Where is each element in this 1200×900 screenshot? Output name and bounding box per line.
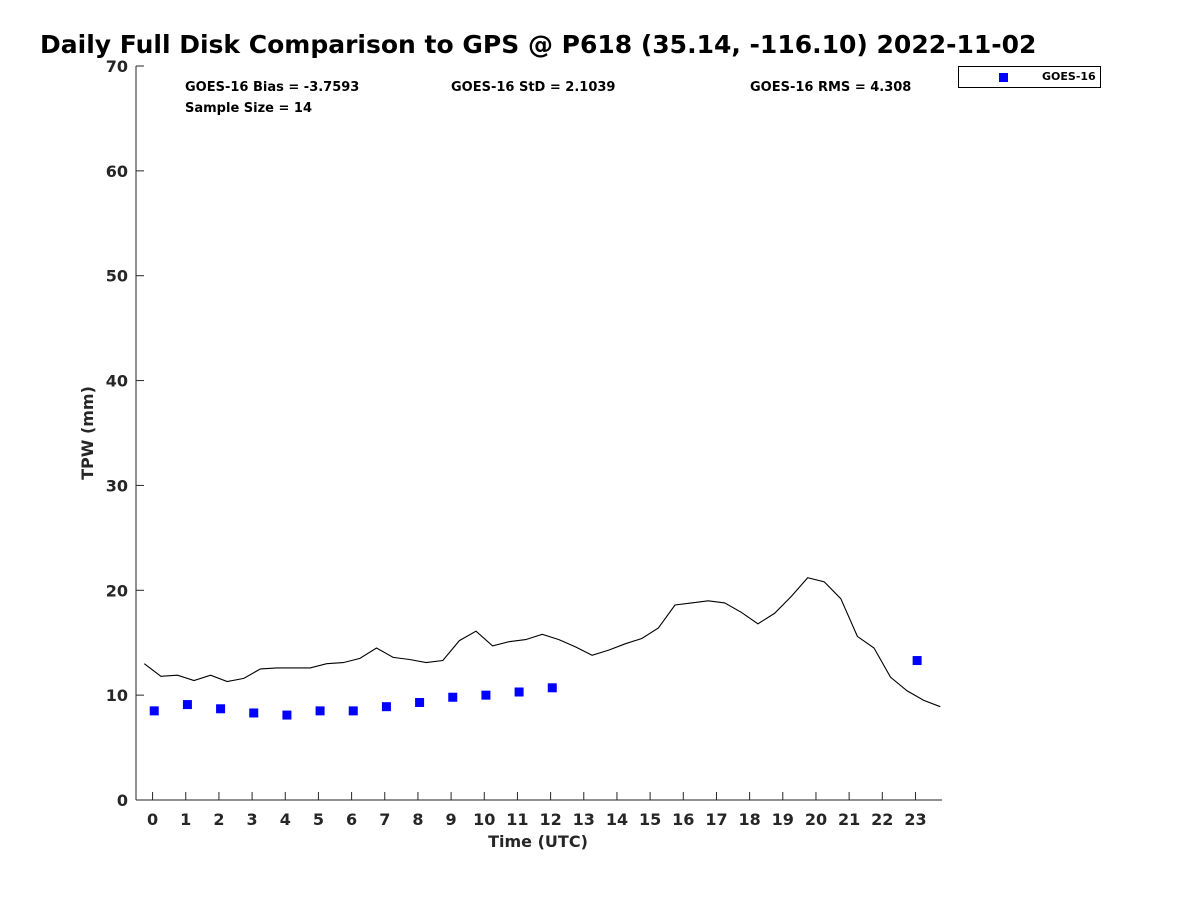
x-tick-label: 20	[805, 810, 827, 829]
x-tick-label: 7	[379, 810, 390, 829]
y-tick-label: 30	[106, 476, 128, 495]
x-tick-label: 12	[539, 810, 561, 829]
y-axis-label: TPW (mm)	[78, 386, 97, 480]
y-tick-label: 0	[117, 791, 128, 810]
goes16-point	[912, 656, 922, 666]
x-tick-label: 5	[313, 810, 324, 829]
x-tick-label: 14	[606, 810, 628, 829]
goes16-point	[216, 704, 226, 714]
goes16-point	[415, 697, 425, 707]
y-tick-label: 50	[106, 267, 128, 286]
bias-stat: GOES-16 Bias = -3.7593	[185, 80, 360, 95]
y-tick-label: 70	[106, 57, 128, 76]
goes16-point	[547, 683, 557, 693]
x-tick-label: 13	[573, 810, 595, 829]
x-tick-label: 18	[738, 810, 760, 829]
x-tick-label: 0	[147, 810, 158, 829]
x-tick-label: 23	[904, 810, 926, 829]
x-tick-label: 11	[506, 810, 528, 829]
goes16-point	[282, 710, 292, 720]
x-tick-label: 22	[871, 810, 893, 829]
goes16-point	[249, 708, 259, 718]
gps-tpw-line	[143, 577, 941, 708]
x-tick-label: 2	[213, 810, 224, 829]
y-tick-label: 10	[106, 686, 128, 705]
legend: GOES-16	[958, 66, 1101, 88]
x-tick-label: 16	[672, 810, 694, 829]
x-axis-label: Time (UTC)	[488, 832, 588, 851]
x-tick-label: 19	[772, 810, 794, 829]
x-tick-label: 6	[346, 810, 357, 829]
sample-size-stat: Sample Size = 14	[185, 101, 313, 116]
x-tick-label: 15	[639, 810, 661, 829]
y-tick-label: 40	[106, 372, 128, 391]
x-tick-label: 21	[838, 810, 860, 829]
x-tick-label: 4	[280, 810, 291, 829]
legend-label-goes16: GOES-16	[1042, 70, 1096, 83]
goes16-point	[514, 687, 524, 697]
rms-stat: GOES-16 RMS = 4.308	[750, 80, 912, 95]
goes16-points-layer	[149, 656, 922, 720]
chart-title: Daily Full Disk Comparison to GPS @ P618…	[40, 30, 1037, 59]
y-tick-label: 20	[106, 581, 128, 600]
x-tick-label: 1	[180, 810, 191, 829]
goes16-point	[149, 706, 159, 716]
goes16-point	[481, 690, 491, 700]
goes16-point	[182, 700, 192, 710]
goes16-point	[448, 692, 458, 702]
x-tick-label: 3	[247, 810, 258, 829]
goes16-point	[381, 702, 391, 712]
gps-line-layer	[143, 577, 941, 708]
goes16-point	[348, 706, 358, 716]
legend-marker-goes16	[999, 73, 1008, 82]
y-tick-label: 60	[106, 162, 128, 181]
x-tick-label: 8	[412, 810, 423, 829]
goes16-point	[315, 706, 325, 716]
x-tick-label: 10	[473, 810, 495, 829]
x-tick-label: 9	[446, 810, 457, 829]
std-stat: GOES-16 StD = 2.1039	[451, 80, 616, 95]
x-tick-label: 17	[705, 810, 727, 829]
